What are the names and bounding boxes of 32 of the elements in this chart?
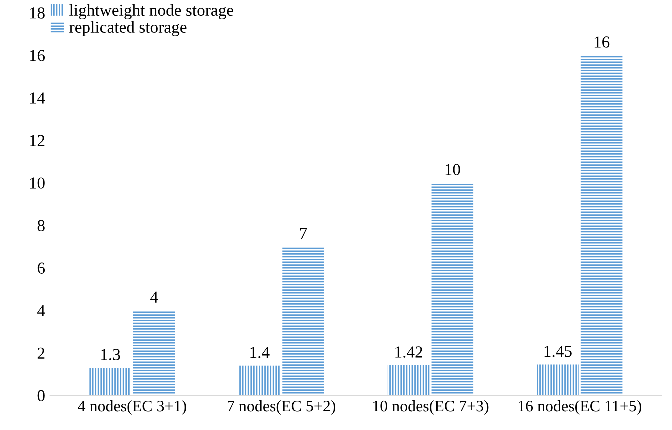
legend-label: replicated storage <box>70 21 187 36</box>
y-tick-label: 4 <box>38 305 46 316</box>
x-tick-label: 16 nodes(EC 11+5) <box>518 400 642 415</box>
x-tick-label: 4 nodes(EC 3+1) <box>78 400 186 415</box>
bar <box>90 368 132 396</box>
y-tick-label: 14 <box>30 92 46 104</box>
y-tick-label: 6 <box>38 262 46 274</box>
data-label: 1.42 <box>396 346 422 358</box>
data-label: 1.45 <box>544 346 572 358</box>
y-tick-label: 0 <box>38 390 45 402</box>
data-label: 1.3 <box>102 349 120 360</box>
bar <box>580 55 623 396</box>
legend-label: lightweight node storage <box>70 4 234 20</box>
y-tick-label: 2 <box>38 348 45 359</box>
bar <box>133 310 176 396</box>
y-tick-label: 18 <box>30 8 45 19</box>
data-label: 4 <box>150 292 158 303</box>
data-label: 7 <box>300 228 308 240</box>
data-label: 10 <box>446 164 460 176</box>
y-tick-label: 12 <box>30 135 45 146</box>
y-tick-label: 8 <box>38 220 45 232</box>
bar <box>238 366 281 396</box>
x-tick-label: 7 nodes(EC 5+2) <box>228 400 336 415</box>
bar <box>388 365 430 396</box>
bar <box>537 364 579 396</box>
bar <box>282 246 324 396</box>
y-tick-label: 10 <box>30 178 45 189</box>
y-tick-label: 16 <box>30 50 46 62</box>
x-tick-label: 10 nodes(EC 7+3) <box>374 400 489 415</box>
data-label: 16 <box>594 36 610 48</box>
data-label: 1.4 <box>250 347 270 358</box>
bar <box>432 182 474 396</box>
